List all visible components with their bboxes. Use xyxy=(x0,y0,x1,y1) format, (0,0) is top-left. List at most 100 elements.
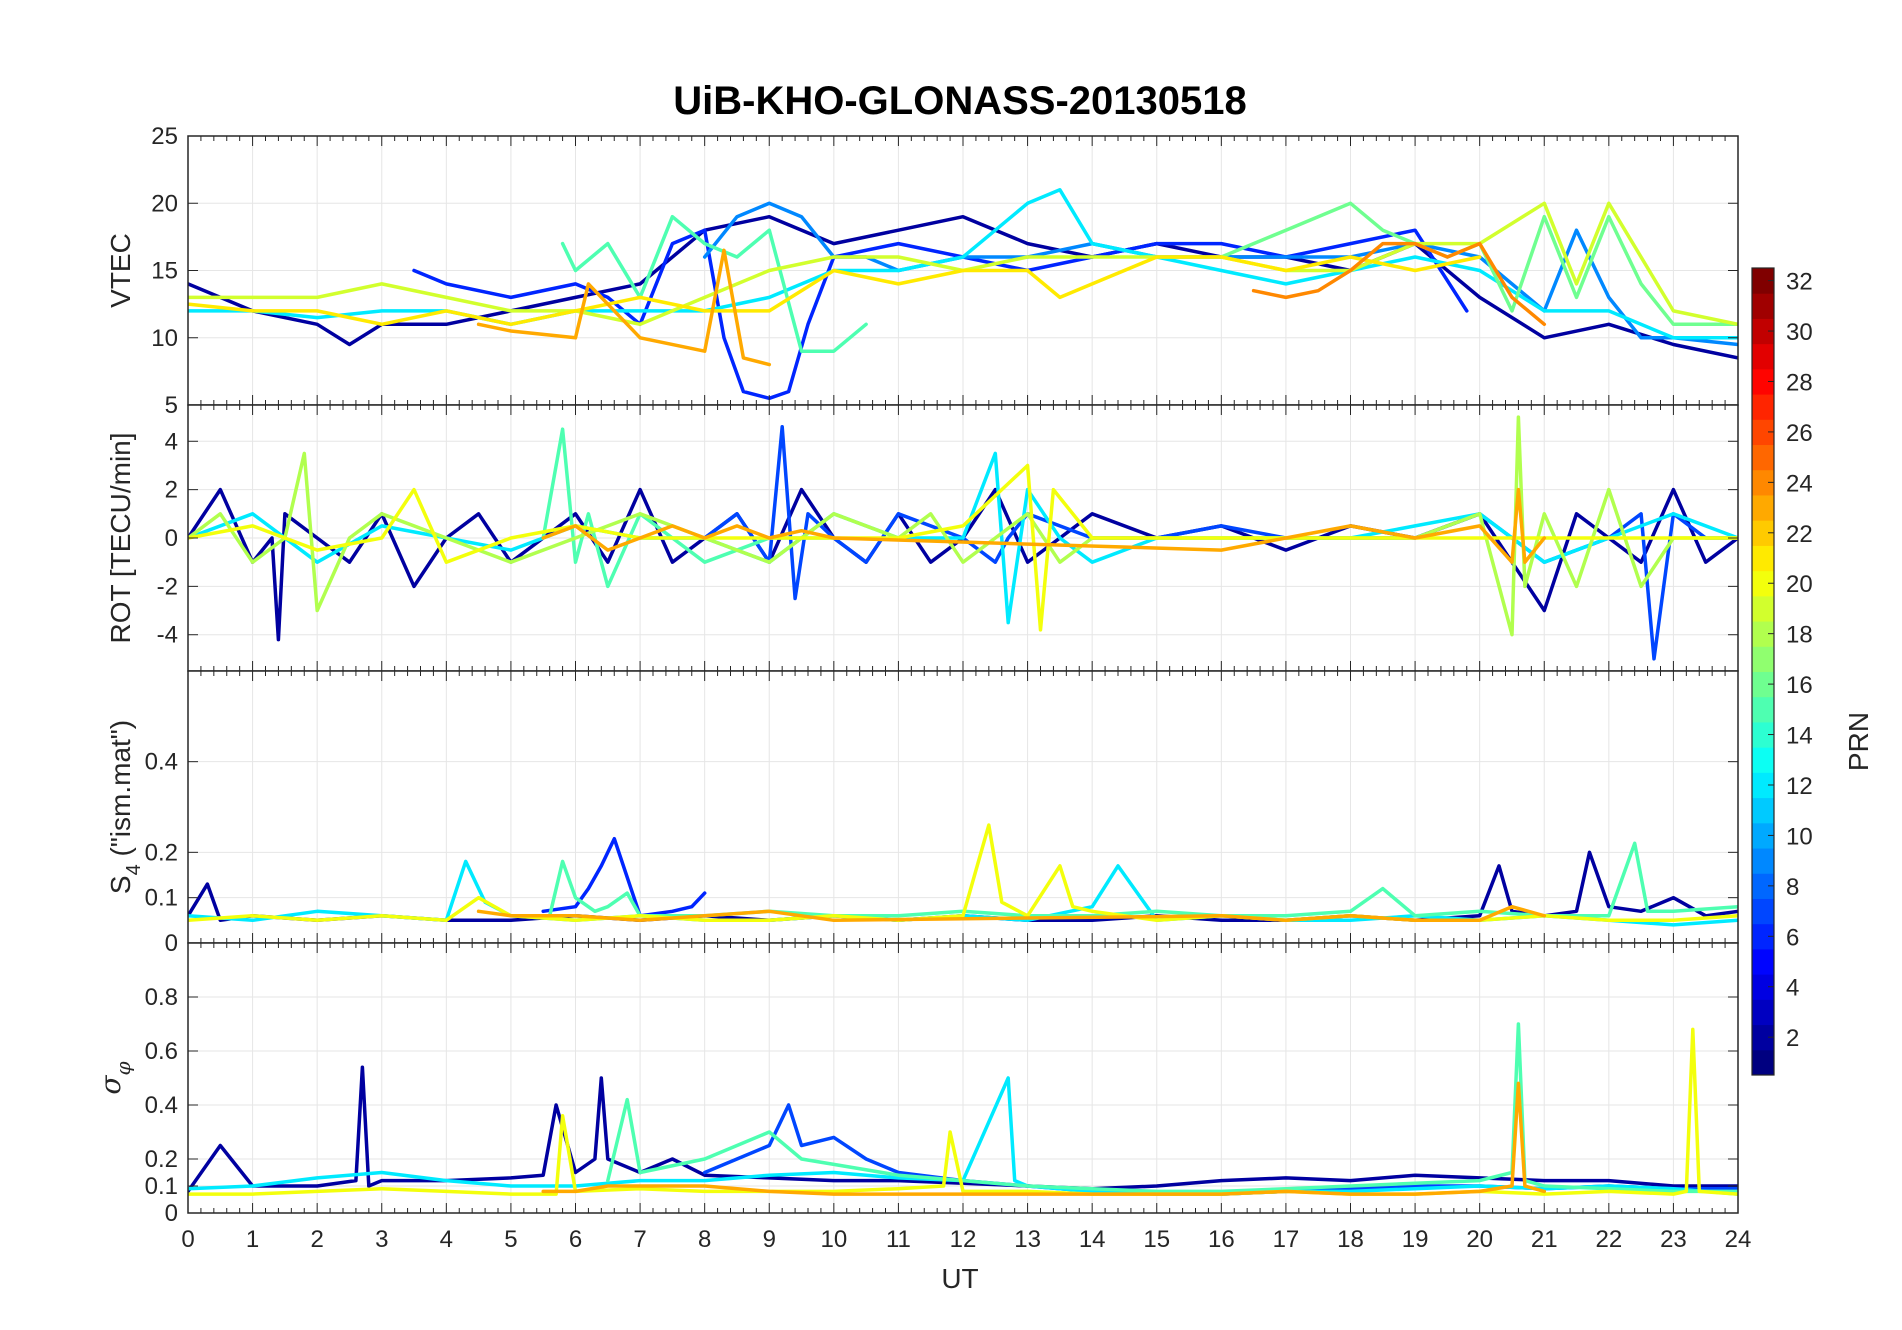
x-tick-label: 3 xyxy=(375,1226,388,1253)
series-line-prn-18 xyxy=(188,415,1738,637)
colorbar-tick-label: 20 xyxy=(1786,571,1813,598)
x-tick-label: 20 xyxy=(1466,1226,1493,1253)
colorbar-swatch xyxy=(1752,444,1774,471)
colorbar-tick-label: 4 xyxy=(1786,975,1799,1002)
y-tick-label: -4 xyxy=(157,622,178,649)
colorbar-tick-label: 8 xyxy=(1786,874,1799,901)
y-tick-label: 0.6 xyxy=(145,1038,178,1065)
y-tick-label: 0.8 xyxy=(145,984,178,1011)
y-tick-label: 0.1 xyxy=(145,885,178,912)
colorbar-tick-label: 12 xyxy=(1786,773,1813,800)
y-tick-label: 2 xyxy=(165,477,178,504)
colorbar-swatch xyxy=(1752,923,1774,950)
y-tick-label: 0.4 xyxy=(145,749,178,776)
y-axis-label: ROT [TECU/min] xyxy=(105,432,136,643)
panel-rot-series xyxy=(188,415,1738,661)
x-tick-label: 6 xyxy=(569,1226,582,1253)
y-label-suffix: ("ism.mat") xyxy=(105,720,136,864)
y-tick-label: 0.1 xyxy=(145,1173,178,1200)
panel-vtec: 5 10 15 20 25 VTEC xyxy=(105,123,1739,419)
colorbar-tick-label: 26 xyxy=(1786,420,1813,447)
colorbar-swatch xyxy=(1752,671,1774,698)
colorbar-swatch xyxy=(1752,1024,1774,1051)
colorbar-tick-label: 2 xyxy=(1786,1025,1799,1052)
panel-vtec-series xyxy=(188,188,1738,401)
colorbar-tick-label: 28 xyxy=(1786,369,1813,396)
colorbar-swatch xyxy=(1752,318,1774,345)
y-tick-label: 4 xyxy=(165,428,178,455)
colorbar-swatch xyxy=(1752,343,1774,370)
x-tick-label: 14 xyxy=(1079,1226,1106,1253)
y-tick-label: 0.2 xyxy=(145,1146,178,1173)
panel-s4-series xyxy=(188,823,1738,927)
x-tick-label: 22 xyxy=(1595,1226,1622,1253)
colorbar-swatch xyxy=(1752,469,1774,496)
series-line-prn-23 xyxy=(476,248,772,367)
y-tick-label: 10 xyxy=(151,325,178,352)
colorbar-swatch xyxy=(1752,797,1774,824)
y-tick-label: 0.4 xyxy=(145,1092,178,1119)
colorbar-swatch xyxy=(1752,848,1774,874)
y-tick-label: 0 xyxy=(165,525,178,552)
panel-s4: 00.10.20.4S4 ("ism.mat") xyxy=(105,670,1739,957)
x-axis: 0 1 2 3 4 5 6 7 8 9 10 11 12 13 14 15 16 17 18 19 20 21 22 23 24 xyxy=(181,1226,1751,1253)
x-tick-label: 15 xyxy=(1143,1226,1170,1253)
colorbar-swatch xyxy=(1752,570,1774,597)
series-line-prn-19 xyxy=(188,201,1738,327)
colorbar-swatch xyxy=(1752,621,1774,647)
x-tick-label: 16 xyxy=(1208,1226,1235,1253)
colorbar-swatch xyxy=(1752,1049,1774,1076)
series-line-prn-2 xyxy=(188,1065,1738,1194)
x-tick-label: 17 xyxy=(1273,1226,1300,1253)
y-label-sub: φ xyxy=(111,1061,135,1075)
y-tick-label: 25 xyxy=(151,123,178,150)
x-tick-label: 8 xyxy=(698,1226,711,1253)
x-tick-label: 23 xyxy=(1660,1226,1687,1253)
y-tick-label: 20 xyxy=(151,190,178,217)
panel-rot: -4 -2 0 2 4 ROT [TECU/min] xyxy=(105,404,1739,672)
colorbar-tick-label: 6 xyxy=(1786,924,1799,951)
series-line-prn-12 xyxy=(188,1076,1738,1196)
y-label-main: S xyxy=(105,875,136,894)
series-line-prn-15 xyxy=(560,214,868,353)
colorbar-swatch xyxy=(1752,873,1774,899)
x-axis-label: UT xyxy=(941,1263,978,1294)
x-tick-label: 7 xyxy=(633,1226,646,1253)
y-tick-label: 0.2 xyxy=(145,839,178,866)
x-tick-label: 1 xyxy=(246,1226,259,1253)
colorbar-tick-label: 22 xyxy=(1786,521,1813,548)
colorbar-tick-label: 16 xyxy=(1786,672,1813,699)
y-label-sub: 4 xyxy=(123,864,145,875)
colorbar-swatch xyxy=(1752,898,1774,925)
colorbar-swatch xyxy=(1752,293,1774,319)
x-tick-label: 12 xyxy=(950,1226,977,1253)
colorbar-label: PRN xyxy=(1843,712,1874,771)
colorbar-swatch xyxy=(1752,646,1774,672)
colorbar-swatch xyxy=(1752,696,1774,723)
colorbar-tick-label: 10 xyxy=(1786,823,1813,850)
x-tick-label: 24 xyxy=(1725,1226,1752,1253)
x-tick-label: 10 xyxy=(820,1226,847,1253)
colorbar-swatch xyxy=(1752,721,1774,748)
x-tick-label: 18 xyxy=(1337,1226,1364,1253)
colorbar-swatch xyxy=(1752,747,1774,773)
y-axis-label: σφ xyxy=(94,1061,135,1094)
colorbar-swatch xyxy=(1752,822,1774,849)
series-line-prn-24 xyxy=(1251,241,1547,327)
x-tick-label: 19 xyxy=(1402,1226,1429,1253)
series-line-prn-20 xyxy=(188,463,1738,632)
y-axis-label: VTEC xyxy=(105,233,136,308)
series-line-prn-23 xyxy=(541,487,1547,564)
colorbar-swatch xyxy=(1752,545,1774,572)
colorbar-swatch xyxy=(1752,268,1774,294)
x-tick-label: 0 xyxy=(181,1226,194,1253)
series-line-prn-23 xyxy=(476,904,1547,923)
chart-title: UiB-KHO-GLONASS-20130518 xyxy=(673,79,1247,123)
colorbar-swatch xyxy=(1752,772,1774,799)
x-tick-label: 4 xyxy=(440,1226,453,1253)
x-tick-label: 13 xyxy=(1014,1226,1041,1253)
y-axis-label: S4 ("ism.mat") xyxy=(105,720,145,894)
panel-sigma-series xyxy=(188,1022,1738,1196)
